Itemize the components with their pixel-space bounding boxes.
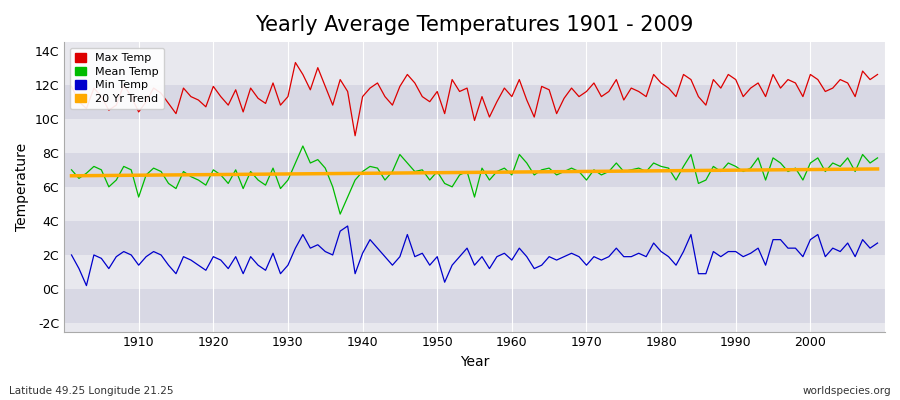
- Title: Yearly Average Temperatures 1901 - 2009: Yearly Average Temperatures 1901 - 2009: [256, 15, 694, 35]
- Bar: [64, 119, 885, 153]
- Text: worldspecies.org: worldspecies.org: [803, 386, 891, 396]
- Bar: [64, 51, 885, 85]
- Text: Latitude 49.25 Longitude 21.25: Latitude 49.25 Longitude 21.25: [9, 386, 174, 396]
- Bar: [64, 153, 885, 187]
- Bar: [64, 187, 885, 221]
- Bar: [64, 289, 885, 323]
- Bar: [64, 85, 885, 119]
- Y-axis label: Temperature: Temperature: [15, 143, 29, 231]
- X-axis label: Year: Year: [460, 355, 490, 369]
- Bar: [64, 221, 885, 255]
- Bar: [64, 255, 885, 289]
- Legend: Max Temp, Mean Temp, Min Temp, 20 Yr Trend: Max Temp, Mean Temp, Min Temp, 20 Yr Tre…: [69, 48, 165, 109]
